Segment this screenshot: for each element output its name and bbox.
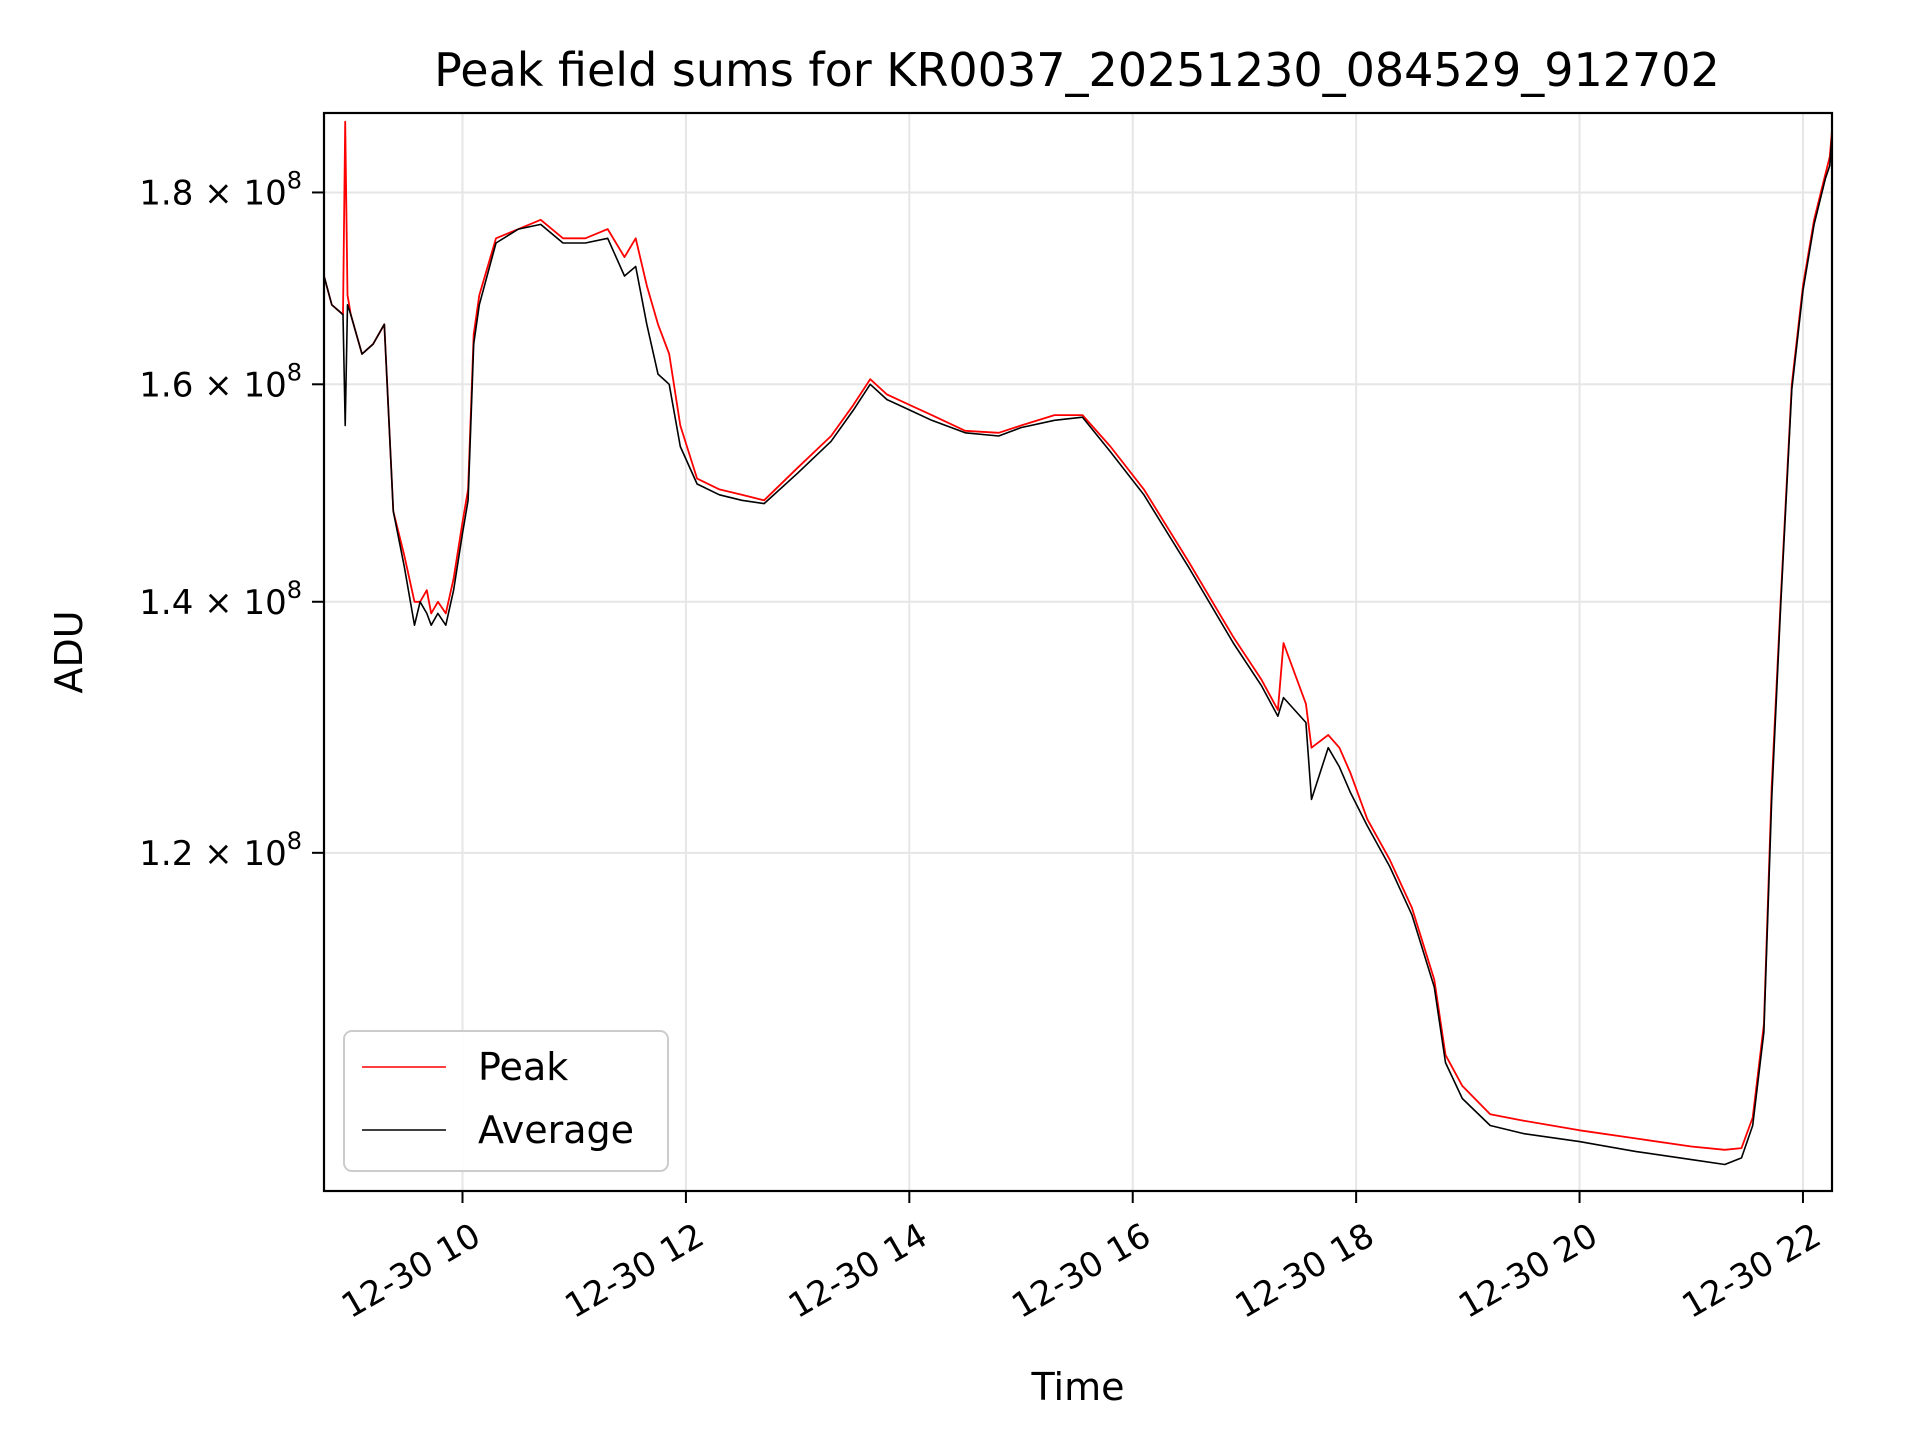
y-axis: 1.2 × 108 1.4 × 108 1.6 × 108 1.8 × 108 <box>139 166 324 874</box>
legend-label-peak: Peak <box>478 1045 568 1089</box>
plot-area <box>324 120 1832 1166</box>
series-line-peak <box>324 120 1832 1151</box>
legend: Peak Average <box>343 1030 669 1172</box>
y-tick-label: 1.6 × 108 <box>139 358 302 405</box>
legend-label-average: Average <box>478 1108 634 1152</box>
y-tick-label: 1.4 × 108 <box>139 576 302 623</box>
y-axis-label: ADU <box>47 610 91 693</box>
chart-title: Peak field sums for KR0037_20251230_0845… <box>434 43 1720 97</box>
x-axis-label: Time <box>1031 1365 1125 1409</box>
plot-frame <box>322 111 1834 1193</box>
y-tick-label: 1.2 × 108 <box>139 827 302 874</box>
series-layer <box>324 120 1832 1166</box>
legend-box <box>343 1030 669 1172</box>
series-line-average <box>324 134 1832 1166</box>
y-tick-label: 1.8 × 108 <box>139 166 302 213</box>
